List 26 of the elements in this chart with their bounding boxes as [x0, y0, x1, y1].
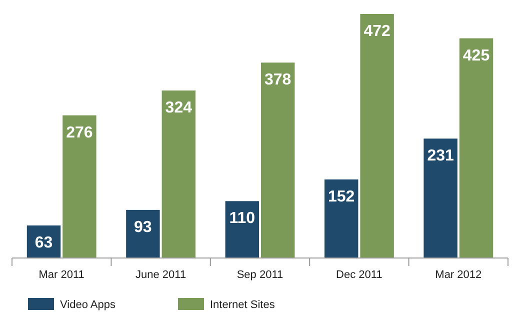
bar [225, 201, 259, 258]
data-label: 276 [66, 124, 93, 142]
data-label: 324 [165, 100, 192, 117]
data-label: 425 [462, 47, 490, 64]
legend-label: Internet Sites [210, 299, 276, 311]
x-tick-label: Dec 2011 [336, 269, 382, 281]
data-label: 110 [229, 210, 256, 228]
x-tick-label: Mar 2012 [435, 269, 482, 281]
bar [162, 90, 196, 258]
bar [324, 179, 358, 258]
bar [261, 62, 295, 258]
bar [126, 210, 160, 258]
data-label: 152 [328, 188, 355, 206]
bar [424, 138, 458, 258]
x-tick-label: Sep 2011 [236, 269, 284, 281]
data-label: 231 [427, 148, 454, 165]
bar [62, 115, 96, 258]
x-tick-label: Mar 2011 [38, 269, 84, 281]
data-label: 93 [134, 218, 152, 236]
data-label: 472 [364, 23, 390, 40]
legend-label: Video Apps [60, 299, 116, 311]
bar [459, 38, 494, 258]
data-label: 378 [264, 72, 292, 89]
data-label: 63 [34, 234, 53, 252]
bar [360, 14, 394, 258]
x-tick-label: June 2011 [136, 269, 186, 281]
